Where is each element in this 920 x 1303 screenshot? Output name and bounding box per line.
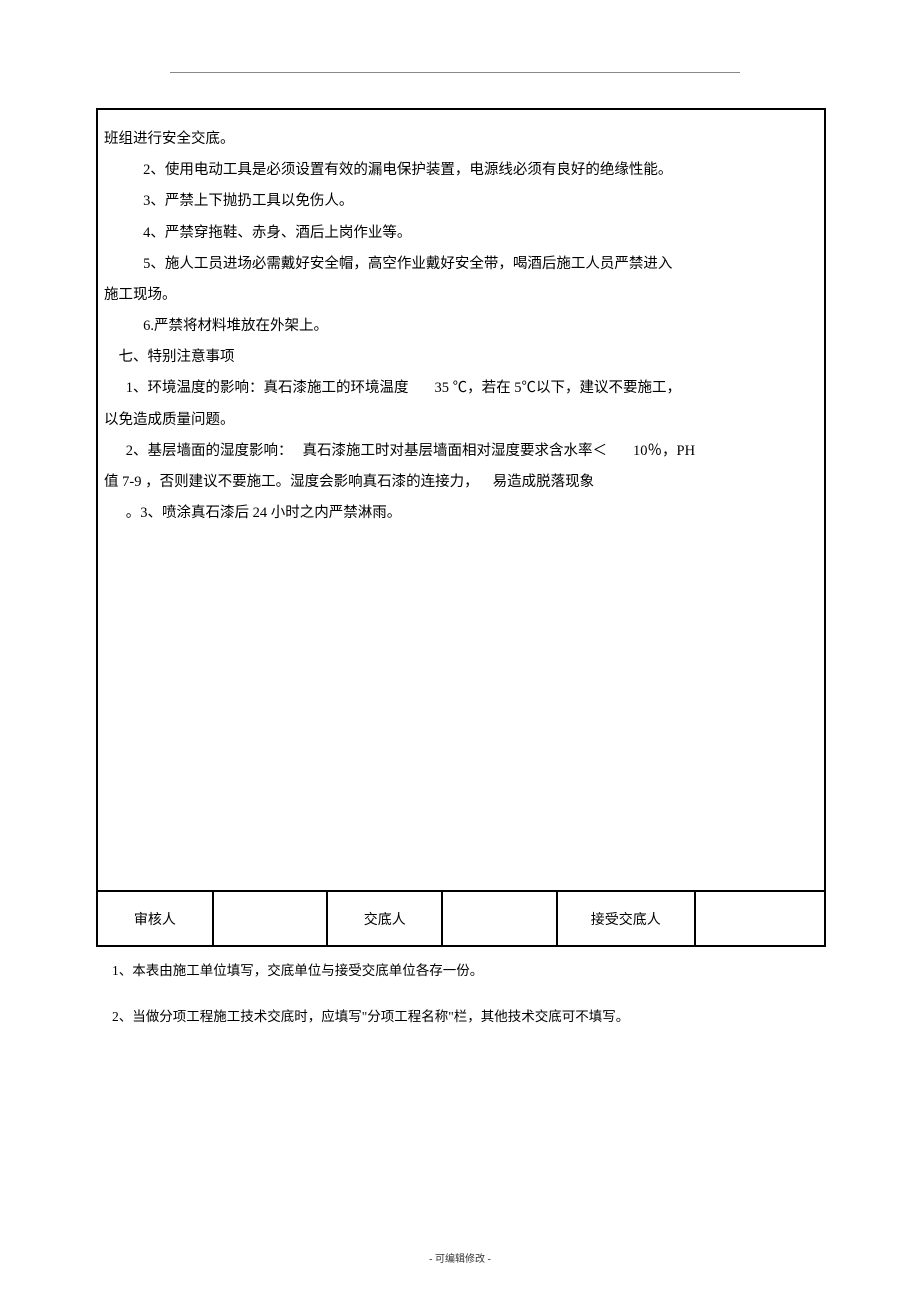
para-7-3: 。3、喷涂真石漆后 24 小时之内严禁淋雨。 xyxy=(98,498,824,529)
para-5b: 施工现场。 xyxy=(98,280,824,311)
section-7-heading: 七、特别注意事项 xyxy=(98,342,824,373)
para-6: 6.严禁将材料堆放在外架上。 xyxy=(98,311,824,342)
para-7-1c: 以免造成质量问题。 xyxy=(98,405,824,436)
main-text-area: 班组进行安全交底。 2、使用电动工具是必须设置有效的漏电保护装置，电源线必须有良… xyxy=(98,110,824,890)
text-span: 1、环境温度的影响：真石漆施工的环境温度 xyxy=(126,380,409,396)
text-span: 10％，PH xyxy=(633,443,695,459)
text-span: 35 ℃，若在 5℃以下，建议不要施工， xyxy=(435,380,682,396)
para-continuation: 班组进行安全交底。 xyxy=(98,124,824,155)
document-content-box: 班组进行安全交底。 2、使用电动工具是必须设置有效的漏电保护装置，电源线必须有良… xyxy=(96,108,826,947)
para-7-1: 1、环境温度的影响：真石漆施工的环境温度 35 ℃，若在 5℃以下，建议不要施工， xyxy=(98,373,824,404)
footnote-2: 2、当做分项工程施工技术交底时，应填写"分项工程名称"栏，其他技术交底可不填写。 xyxy=(112,1006,812,1028)
para-7-2: 2、基层墙面的湿度影响： 真石漆施工时对基层墙面相对湿度要求含水率＜ 10％，PH xyxy=(98,436,824,467)
para-4: 4、严禁穿拖鞋、赤身、酒后上岗作业等。 xyxy=(98,218,824,249)
para-5a: 5、施人工员进场必需戴好安全帽，高空作业戴好安全带，喝酒后施工人员严禁进入 xyxy=(98,249,824,280)
text-span: 易造成脱落现象 xyxy=(493,474,595,490)
para-2: 2、使用电动工具是必须设置有效的漏电保护装置，电源线必须有良好的绝缘性能。 xyxy=(98,155,824,186)
footnotes-area: 1、本表由施工单位填写，交底单位与接受交底单位各存一份。 2、当做分项工程施工技… xyxy=(112,960,812,1051)
receiver-value xyxy=(695,891,824,945)
presenter-label: 交底人 xyxy=(327,891,442,945)
signature-row: 审核人 交底人 接受交底人 xyxy=(98,891,824,945)
text-span: 2、基层墙面的湿度影响： xyxy=(126,443,293,459)
page-footer: - 可编辑修改 - xyxy=(0,1250,920,1265)
reviewer-label: 审核人 xyxy=(98,891,213,945)
footnote-1: 1、本表由施工单位填写，交底单位与接受交底单位各存一份。 xyxy=(112,960,812,982)
para-3: 3、严禁上下抛扔工具以免伤人。 xyxy=(98,186,824,217)
para-7-2d: 值 7-9 ，否则建议不要施工。湿度会影响真石漆的连接力， 易造成脱落现象 xyxy=(98,467,824,498)
presenter-value xyxy=(442,891,557,945)
reviewer-value xyxy=(213,891,328,945)
receiver-label: 接受交底人 xyxy=(557,891,695,945)
text-span: 真石漆施工时对基层墙面相对湿度要求含水率＜ xyxy=(303,443,608,459)
text-span: 值 7-9 ，否则建议不要施工。湿度会影响真石漆的连接力， xyxy=(104,474,479,490)
signature-table: 审核人 交底人 接受交底人 xyxy=(98,890,824,945)
header-rule-line xyxy=(170,72,740,73)
